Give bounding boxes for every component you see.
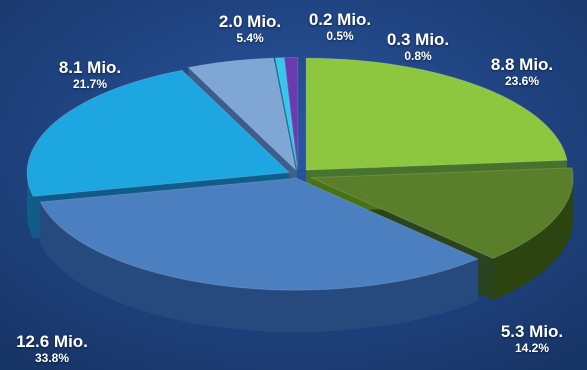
pie-slice-side-1 xyxy=(492,177,574,301)
pie-slice-0 xyxy=(305,57,568,171)
slice-label-1: 5.3 Mio. 14.2% xyxy=(500,322,564,355)
slice-label-4: 2.0 Mio. 5.4% xyxy=(218,12,282,45)
pie-slice-6 xyxy=(283,57,299,170)
slice-label-3: 8.1 Mio. 21.7% xyxy=(58,58,122,91)
slice-label-0: 8.8 Mio. 23.6% xyxy=(490,55,554,88)
pie-tops xyxy=(26,57,574,291)
pie-slice-2 xyxy=(39,177,480,291)
slice-label-6: 0.3 Mio. 0.8% xyxy=(386,30,450,63)
pie-slice-1 xyxy=(310,167,574,259)
pie-slice-3 xyxy=(26,69,291,197)
pie-slice-5 xyxy=(274,57,298,170)
pie-slice-side-2 xyxy=(40,202,478,333)
slice-label-2: 12.6 Mio. 33.8% xyxy=(16,332,88,365)
slice-label-5: 0.2 Mio. 0.5% xyxy=(308,10,372,43)
pie-slice-4 xyxy=(187,57,297,172)
pie-slice-side-3 xyxy=(27,172,34,239)
